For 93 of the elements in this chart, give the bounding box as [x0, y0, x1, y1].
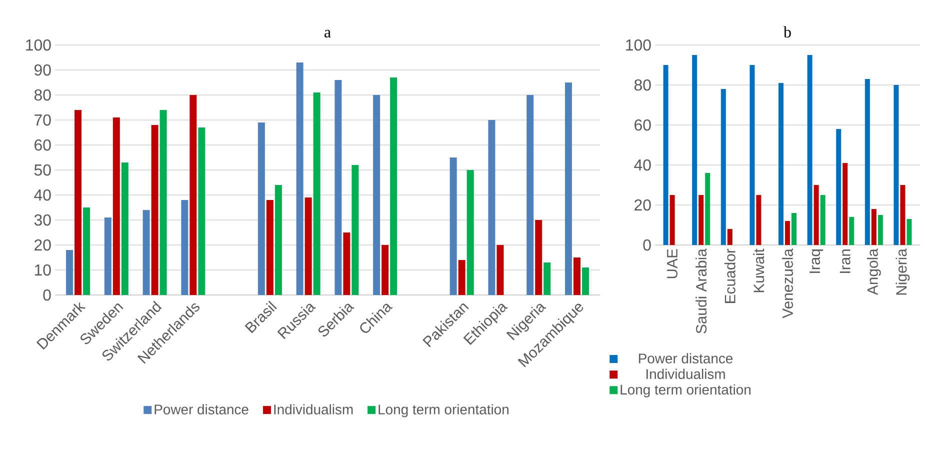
- bar: [727, 229, 732, 245]
- bar: [66, 250, 74, 295]
- bar: [705, 173, 710, 245]
- bar: [390, 77, 398, 295]
- y-tick-label: 20: [634, 199, 651, 211]
- bar: [785, 221, 790, 245]
- legend-label: Long term orientation: [378, 404, 508, 418]
- legend-label: Individualism: [274, 404, 353, 414]
- bar: [190, 94, 197, 295]
- bar: [274, 184, 282, 295]
- y-tick-label: 90: [34, 64, 51, 76]
- x-tick-label: UAE: [667, 249, 678, 278]
- bar: [820, 195, 826, 245]
- bar: [544, 262, 551, 295]
- bar: [258, 122, 265, 295]
- bar: [864, 78, 870, 245]
- bar: [104, 218, 112, 295]
- bar: [83, 208, 90, 295]
- bar: [74, 110, 82, 295]
- bar: [836, 128, 842, 245]
- bar: [181, 200, 188, 295]
- x-tick-label: Saudi Arabia: [696, 248, 707, 334]
- bar: [198, 127, 206, 295]
- bar: [814, 185, 819, 245]
- bar: [160, 110, 167, 295]
- bar: [564, 82, 572, 295]
- bar: [807, 54, 812, 245]
- y-tick-label: 100: [26, 39, 51, 51]
- legend-label: Individualism: [646, 368, 725, 380]
- bar: [112, 117, 120, 295]
- y-tick-label: 0: [643, 239, 651, 251]
- bar: [488, 120, 496, 295]
- bar: [849, 217, 854, 245]
- legend-label: Power distance: [638, 353, 733, 364]
- bar: [296, 62, 304, 295]
- bar: [450, 157, 457, 295]
- x-tick-label: Kuwait: [753, 248, 764, 292]
- bar: [334, 80, 342, 295]
- y-tick-label: 10: [34, 264, 51, 276]
- bar: [792, 213, 797, 245]
- x-tick-label: Angola: [866, 248, 881, 296]
- y-tick-label: 60: [34, 139, 51, 151]
- bar: [304, 197, 312, 295]
- bar: [382, 245, 389, 295]
- bar: [582, 268, 589, 295]
- bar: [906, 219, 912, 245]
- x-tick-label: Ecuador: [724, 248, 736, 303]
- bar: [526, 94, 534, 295]
- bar: [663, 64, 668, 245]
- bar: [778, 82, 784, 245]
- bar: [698, 195, 704, 245]
- bar: [142, 210, 150, 295]
- bar: [756, 195, 762, 245]
- bar: [352, 164, 359, 295]
- chart-title: a: [324, 30, 331, 38]
- bar: [121, 162, 128, 295]
- bar: [496, 245, 504, 295]
- bar: [842, 163, 848, 245]
- bar: [894, 84, 899, 245]
- y-tick-label: 60: [634, 119, 651, 131]
- bar: [151, 124, 158, 295]
- y-tick-label: 0: [43, 289, 51, 301]
- y-tick-label: 80: [634, 79, 651, 91]
- bar: [692, 54, 698, 245]
- y-tick-label: 50: [34, 164, 51, 176]
- bar: [878, 215, 883, 245]
- y-tick-label: 80: [34, 89, 51, 101]
- bar: [670, 195, 675, 245]
- bar: [266, 200, 274, 295]
- y-tick-label: 40: [34, 189, 51, 201]
- y-tick-label: 70: [34, 114, 51, 126]
- bar: [313, 92, 320, 295]
- bar: [373, 94, 380, 295]
- bar: [458, 260, 466, 295]
- chart-title: b: [784, 26, 791, 38]
- y-tick-label: 30: [34, 214, 51, 226]
- bar: [466, 170, 474, 295]
- bar: [750, 64, 755, 245]
- bar: [871, 209, 876, 245]
- bar: [343, 232, 350, 295]
- y-tick-label: 20: [34, 239, 51, 251]
- bar: [720, 88, 726, 245]
- y-tick-label: 40: [634, 159, 651, 171]
- x-tick-label: Iran: [840, 249, 850, 273]
- legend-label: Power distance: [154, 404, 248, 414]
- x-tick-label: Venezuela: [782, 248, 793, 318]
- y-tick-label: 100: [626, 39, 651, 51]
- x-tick-label: Iraq: [810, 249, 823, 273]
- legend-label: Long term orientation: [620, 384, 750, 398]
- bar: [900, 185, 906, 245]
- bar: [573, 258, 580, 295]
- bar: [535, 220, 542, 295]
- x-tick-label: Nigeria: [896, 248, 910, 295]
